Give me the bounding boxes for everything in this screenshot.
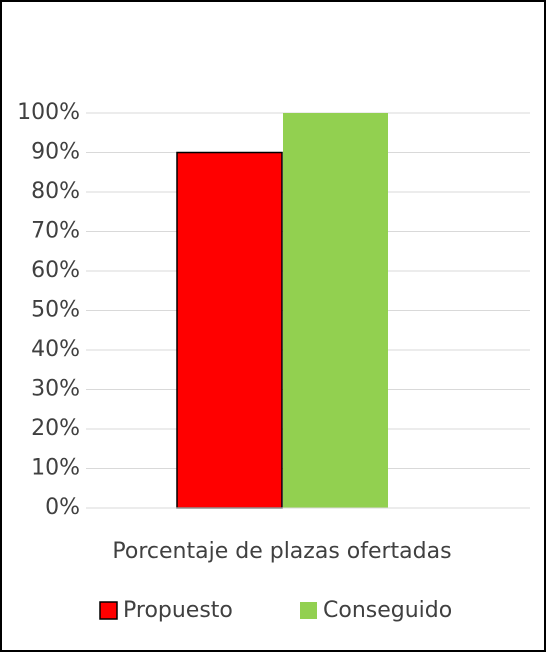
y-tick-label: 20% bbox=[31, 416, 80, 441]
bar bbox=[176, 151, 283, 509]
y-tick-label: 60% bbox=[31, 258, 80, 283]
y-tick-label: 30% bbox=[31, 377, 80, 402]
y-tick-label: 40% bbox=[31, 337, 80, 362]
legend-label: Conseguido bbox=[323, 598, 452, 623]
y-tick-label: 100% bbox=[17, 100, 80, 125]
y-tick-label: 80% bbox=[31, 179, 80, 204]
y-tick-label: 50% bbox=[31, 298, 80, 323]
y-tick-label: 10% bbox=[31, 456, 80, 481]
legend-swatch bbox=[300, 602, 317, 619]
x-tick-label: Porcentaje de plazas ofertadas bbox=[112, 539, 451, 564]
y-tick-label: 0% bbox=[45, 495, 80, 520]
legend-label: Propuesto bbox=[123, 598, 233, 623]
y-tick-label: 90% bbox=[31, 140, 80, 165]
y-tick-label: 70% bbox=[31, 219, 80, 244]
bar bbox=[283, 113, 388, 508]
legend-swatch bbox=[99, 601, 118, 620]
